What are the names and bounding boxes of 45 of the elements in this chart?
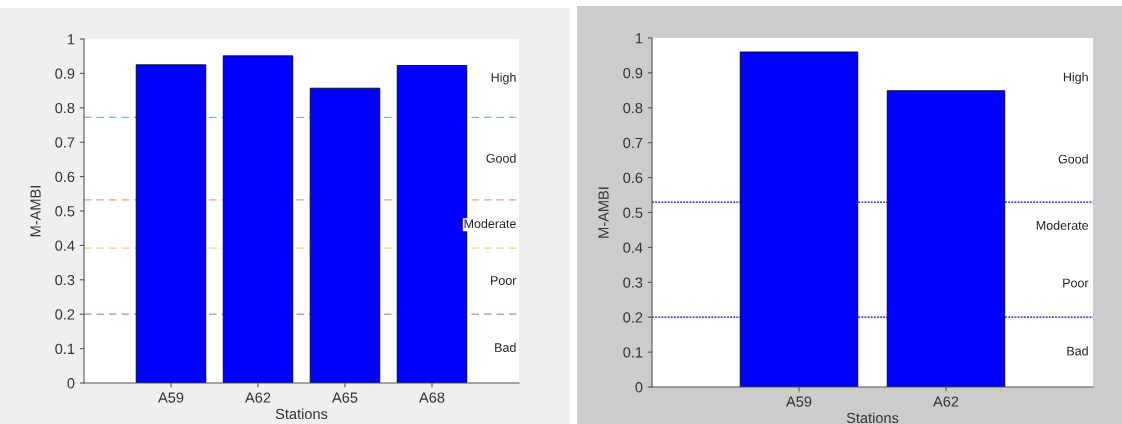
y-tick-label: 0 [635, 382, 643, 393]
y-tick-label: 0.5 [55, 206, 75, 217]
y-axis-title: M-AMBI [30, 186, 41, 237]
y-tick-label: 0.8 [623, 102, 643, 114]
x-axis-title: Stations [846, 412, 899, 424]
y-tick-label: 0.8 [55, 102, 75, 114]
annotation: Bad [495, 342, 516, 352]
y-tick-label: 1 [635, 33, 643, 44]
annotation: High [491, 72, 516, 85]
x-tick-label: A65 [332, 392, 358, 403]
x-tick-label: A62 [933, 396, 959, 407]
y-tick-label: 0.3 [623, 277, 643, 288]
x-tick-label: A59 [786, 396, 812, 407]
y-tick-label: 0.9 [623, 68, 643, 79]
y-tick-label: 0.2 [623, 312, 643, 323]
x-axis-title: Stations [275, 408, 328, 420]
annotation: Poor [491, 276, 517, 285]
annotation: Good [486, 153, 516, 163]
annotation: Good [1058, 154, 1088, 164]
y-tick-label: 0.3 [55, 274, 75, 286]
bar [309, 87, 381, 383]
y-tick-label: 0.6 [623, 172, 643, 184]
annotation: Poor [1063, 278, 1089, 288]
annotation: Moderate [464, 218, 516, 229]
y-tick-label: 0.7 [55, 137, 75, 148]
y-tick-label: 0.9 [55, 68, 75, 79]
y-tick-label: 0.4 [55, 240, 75, 251]
y-tick-label: 0 [67, 378, 75, 389]
y-tick-label: 0.1 [55, 343, 75, 355]
bar [135, 64, 207, 383]
y-tick-label: 0.1 [623, 347, 643, 358]
y-tick-label: 0.7 [623, 137, 643, 149]
y-tick-label: 0.2 [55, 309, 75, 320]
bar [222, 55, 294, 383]
annotation: High [1063, 72, 1088, 84]
y-tick-label: 0.5 [623, 207, 643, 218]
y-tick-label: 0.4 [623, 242, 643, 253]
annotation: Moderate [1036, 220, 1089, 230]
x-tick-label: A59 [158, 392, 184, 403]
y-tick-label: 0.6 [55, 171, 75, 183]
x-tick-label: A68 [419, 392, 445, 403]
x-tick-label: A62 [245, 392, 271, 403]
y-axis-title: M-AMBI [598, 187, 609, 238]
y-tick-label: 1 [67, 34, 75, 45]
annotation: Bad [1067, 346, 1088, 356]
